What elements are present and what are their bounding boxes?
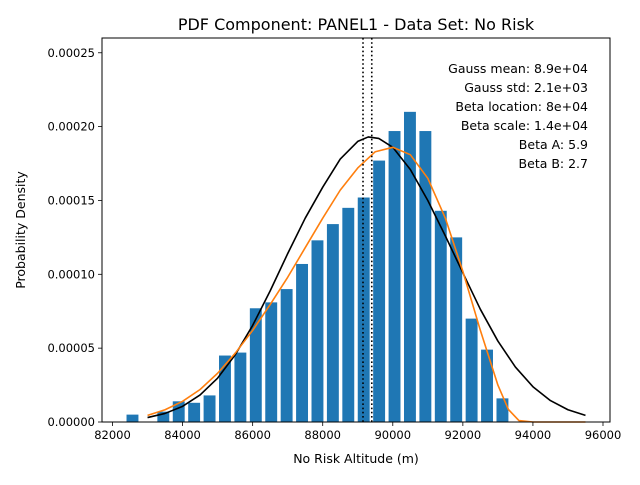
x-tick-label: 90000 <box>374 428 411 442</box>
histogram-bar <box>188 402 201 422</box>
gauss-fit-line <box>147 136 586 419</box>
y-tick-label: 0.00020 <box>47 120 95 134</box>
histogram-bar <box>311 240 324 422</box>
histogram-bar <box>234 352 247 422</box>
histogram-bar <box>342 207 355 422</box>
fit-curves <box>147 136 586 423</box>
histogram-bar <box>219 355 231 422</box>
x-tick-label: 96000 <box>585 428 622 442</box>
x-tick-label: 92000 <box>445 428 482 442</box>
fit-parameter-text: Beta B: 2.7 <box>519 156 588 171</box>
mean-markers <box>362 38 373 422</box>
histogram-bar <box>357 197 370 422</box>
y-axis-ticks: 0.00000 0.00005 0.00010 0.00015 0.00020 0.000… <box>47 46 102 429</box>
histogram-bar <box>403 111 416 422</box>
histogram-bar <box>434 210 447 422</box>
histogram-bar <box>450 237 463 422</box>
fit-parameter-text: Beta scale: 1.4e+04 <box>461 118 588 133</box>
histogram-bar <box>249 308 262 422</box>
fit-parameters: Gauss mean: 8.9e+04 Gauss std: 2.1e+03 Bet… <box>448 61 588 171</box>
histogram-bar <box>172 401 185 422</box>
y-tick-label: 0.00025 <box>47 46 95 60</box>
histogram-bar <box>203 395 216 422</box>
y-tick-label: 0.00015 <box>47 193 95 207</box>
fit-parameter-text: Beta location: 8e+04 <box>455 99 588 114</box>
fit-parameter-text: Beta A: 5.9 <box>519 137 588 152</box>
x-tick-label: 88000 <box>304 428 341 442</box>
y-tick-label: 0.00010 <box>47 267 95 281</box>
x-tick-label: 82000 <box>94 428 131 442</box>
histogram-bar <box>265 302 278 422</box>
histogram-bars <box>126 111 509 423</box>
histogram-bar <box>481 349 493 422</box>
histogram-bar <box>419 131 432 423</box>
histogram-bar <box>157 411 170 422</box>
y-tick-label: 0.00000 <box>47 415 95 429</box>
chart-title: PDF Component: PANEL1 - Data Set: No Ris… <box>178 15 535 34</box>
fit-parameter-text: Gauss std: 2.1e+03 <box>464 80 588 95</box>
histogram-bar <box>126 414 139 422</box>
histogram-bar <box>465 318 478 422</box>
histogram-bar <box>326 224 339 422</box>
x-tick-label: 84000 <box>164 428 201 442</box>
histogram-bar <box>280 289 293 422</box>
x-axis-ticks: 82000 84000 86000 88000 90000 92000 94000 96000 <box>94 422 621 442</box>
x-axis-label: No Risk Altitude (m) <box>293 451 419 466</box>
plot-frame <box>101 37 611 423</box>
y-tick-label: 0.00005 <box>47 341 95 355</box>
x-tick-label: 86000 <box>234 428 271 442</box>
histogram-bar <box>388 131 401 423</box>
histogram-bar <box>373 160 386 423</box>
x-tick-label: 94000 <box>515 428 552 442</box>
fit-parameter-text: Gauss mean: 8.9e+04 <box>448 61 588 76</box>
histogram-bar <box>296 263 309 422</box>
beta-fit-line <box>147 146 586 423</box>
y-axis-label: Probability Density <box>13 171 28 289</box>
histogram-bar <box>496 398 509 422</box>
